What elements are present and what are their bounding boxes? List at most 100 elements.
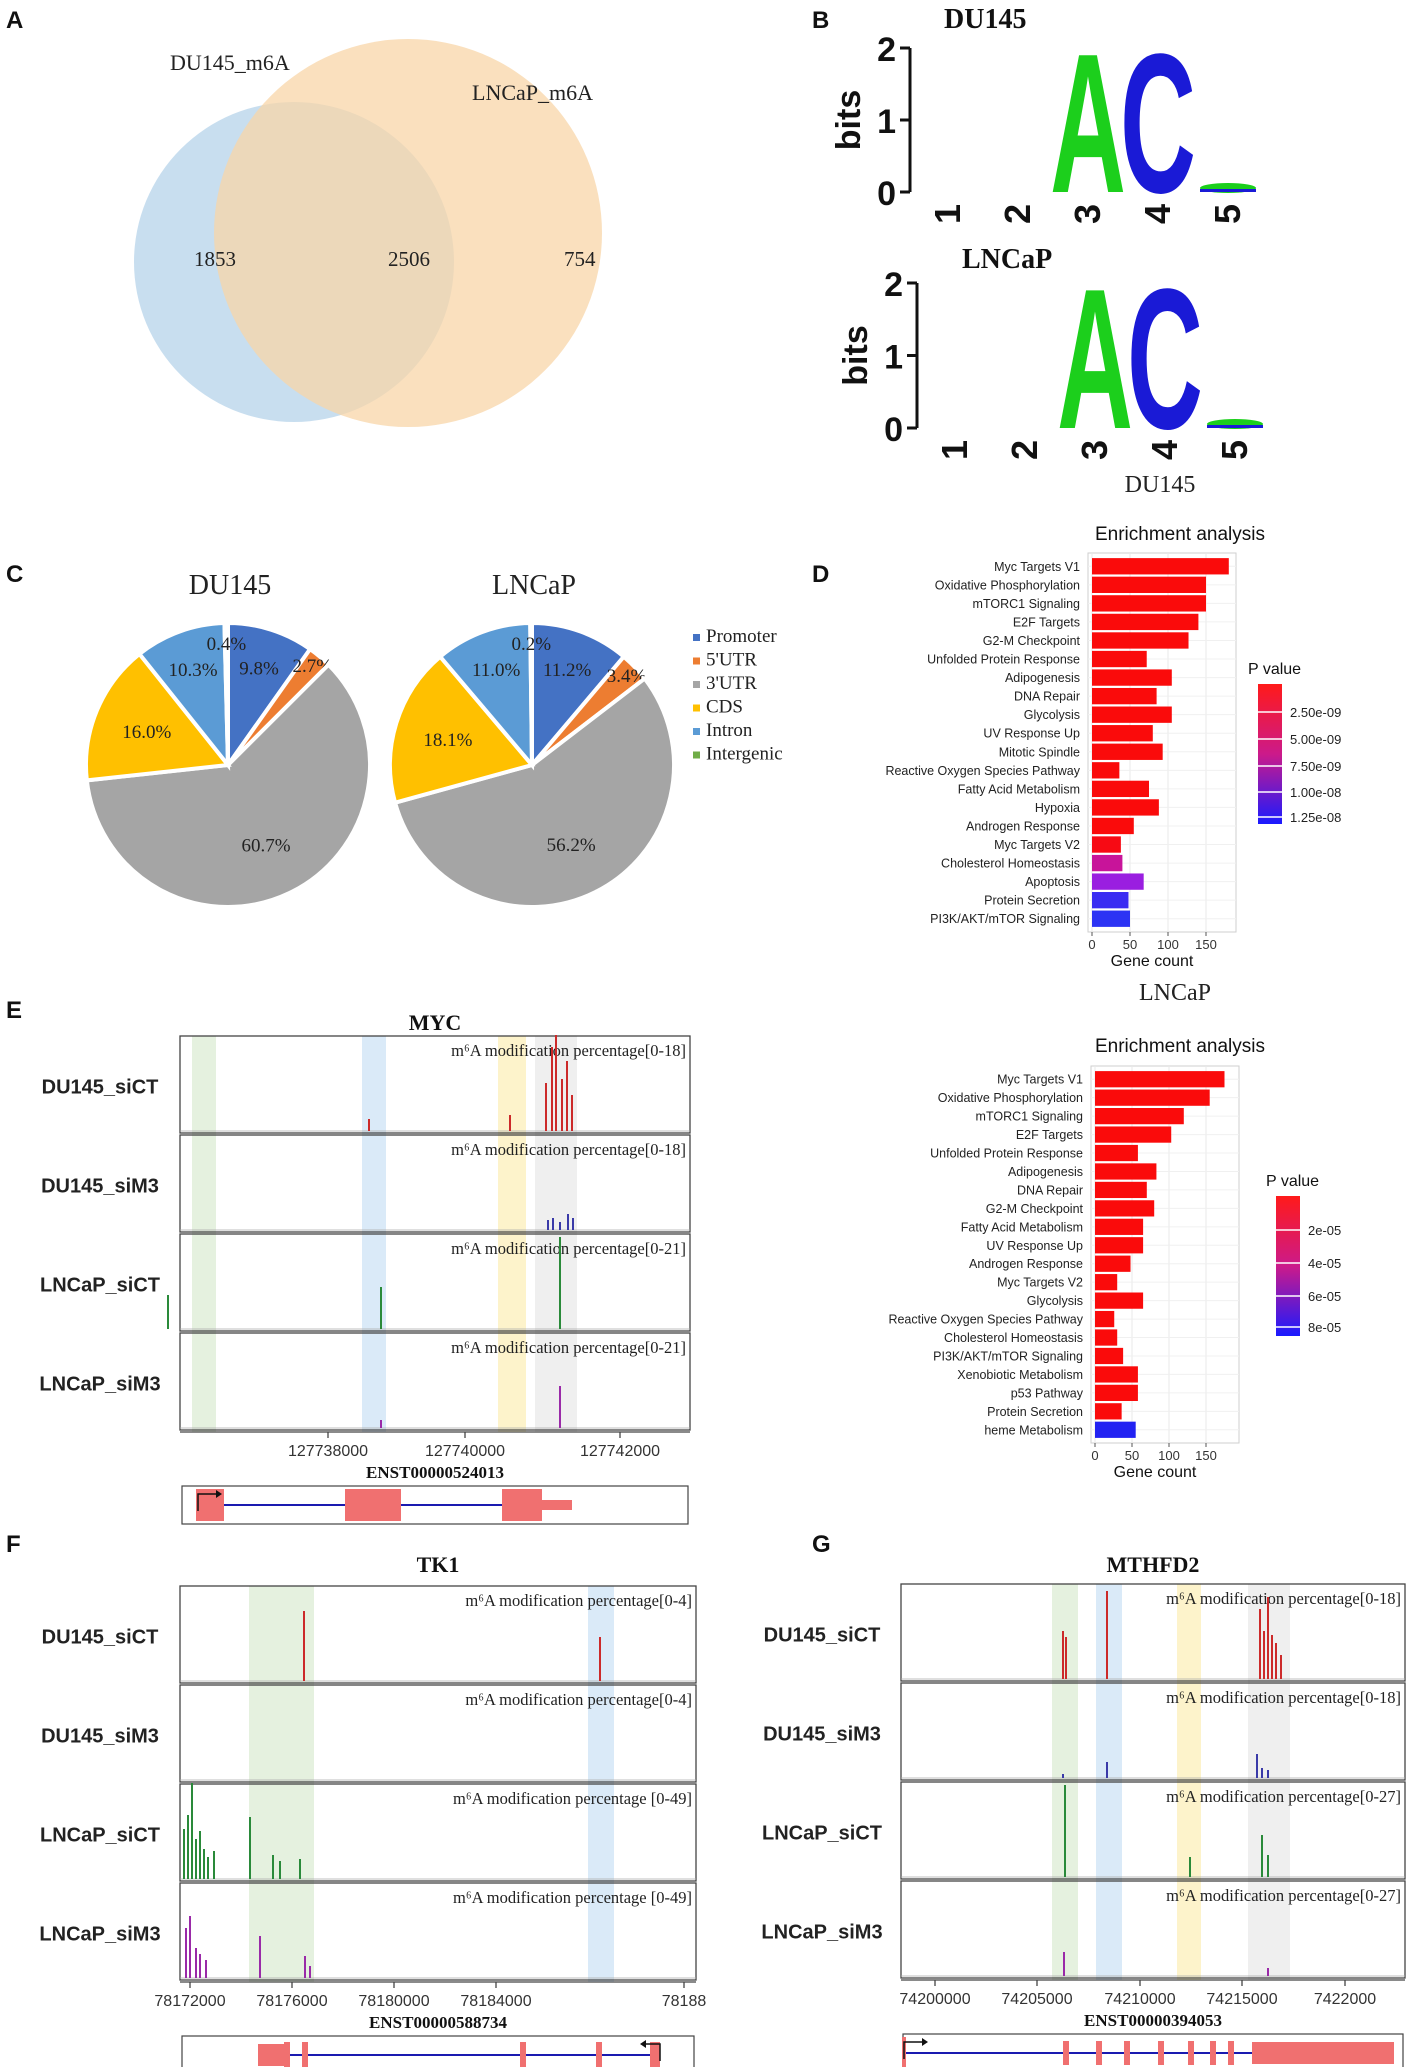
track-range-label: m⁶A modification percentage[0-18] — [451, 1140, 686, 1159]
logo-y-label: bits — [837, 325, 875, 385]
enrich-title: Enrichment analysis — [1095, 1036, 1265, 1057]
enrich-bar — [1092, 669, 1172, 686]
panel-letter-F: F — [6, 1531, 21, 1558]
gene-model-tss-arrow — [197, 1493, 216, 1511]
track-sample-name: LNCaP_siM3 — [761, 1922, 882, 1944]
track-range-label: m⁶A modification percentage[0-18] — [451, 1041, 686, 1060]
track-sample-name: DU145_siM3 — [41, 1726, 159, 1748]
enrich-x-label: Gene count — [1111, 953, 1194, 970]
enrich-legend-title: P value — [1248, 661, 1301, 678]
enrich-legend-colorbar — [1258, 684, 1282, 824]
venn-label-du145: DU145_m6A — [170, 50, 290, 75]
track-transcript-id: ENST00000394053 — [1084, 2011, 1222, 2030]
gene-model-exon — [345, 1489, 401, 1521]
logo-title: LNCaP — [962, 244, 1052, 275]
track-xtick-label: 78184000 — [460, 1993, 531, 2010]
track-frame — [900, 1682, 1406, 1781]
track-sample-name: LNCaP_siM3 — [39, 1374, 160, 1396]
gene-model-tss-arrowhead — [216, 1490, 222, 1498]
track-xtick-label: 78188 — [662, 1993, 707, 2010]
venn-count-lncap: 754 — [564, 247, 596, 271]
enrich-bar — [1092, 762, 1120, 779]
venn-count-overlap: 2506 — [388, 247, 430, 271]
panel-letter-E: E — [6, 997, 22, 1024]
enrich-category-label: Cholesterol Homeostasis — [944, 1331, 1083, 1345]
track-frame — [179, 1783, 697, 1882]
gene-model-exon — [1124, 2041, 1130, 2065]
track-sample-name: DU145_siCT — [42, 1077, 159, 1099]
track-xtick-label: 74205000 — [1001, 1991, 1072, 2008]
enrich-category-label: Cholesterol Homeostasis — [941, 857, 1080, 871]
logo-position-label: 4 — [1144, 440, 1185, 460]
track-gene-title: TK1 — [417, 1552, 460, 1577]
pie-slice-label: 9.8% — [239, 659, 279, 680]
logo-position-label: 4 — [1137, 204, 1178, 224]
enrich-category-label: Apoptosis — [1025, 875, 1080, 889]
enrich-bar — [1095, 1292, 1144, 1309]
gene-model-tss-arrow — [903, 2041, 922, 2059]
enrich-xtick-label: 50 — [1125, 1448, 1139, 1463]
logo-position-label: 3 — [1067, 204, 1108, 224]
enrich-category-label: Myc Targets V1 — [997, 1073, 1083, 1087]
track-sample-name: DU145_siCT — [42, 1627, 159, 1649]
pie-slice-Promoter — [530, 620, 627, 771]
enrich-bar — [1092, 632, 1189, 649]
pie-slice-label: 0.2% — [511, 634, 551, 655]
pie-slice-label: 56.2% — [547, 835, 596, 856]
track-range-label: m⁶A modification percentage[0-27] — [1166, 1886, 1401, 1905]
track-xtick-label: 127738000 — [288, 1443, 368, 1460]
enrich-category-label: G2-M Checkpoint — [983, 634, 1081, 648]
gene-model-exon — [1228, 2041, 1234, 2065]
enrich-bar — [1095, 1108, 1184, 1125]
track-xtick-label: 78172000 — [154, 1993, 225, 2010]
track-frame — [900, 1781, 1406, 1880]
pie-legend-swatch — [693, 728, 700, 735]
enrich-bar — [1092, 910, 1130, 927]
enrich-bar — [1095, 1218, 1144, 1235]
gene-model-exon — [596, 2042, 602, 2067]
enrich-category-label: Glycolysis — [1024, 708, 1080, 722]
panel-letter-G: G — [812, 1531, 831, 1558]
enrich-legend-label: 2.50e-09 — [1290, 705, 1341, 720]
enrich-bar — [1092, 743, 1163, 760]
pie-slice-CDS — [84, 651, 232, 783]
logo-position-label: 3 — [1074, 440, 1115, 460]
gene-model-exon — [1252, 2042, 1394, 2064]
enrich-category-label: Mitotic Spindle — [999, 745, 1080, 759]
track-sample-name: LNCaP_siCT — [40, 1825, 160, 1847]
enrich-category-label: PI3K/AKT/mTOR Signaling — [930, 912, 1080, 926]
logo-position-label: 2 — [1004, 440, 1045, 460]
pie-legend-swatch — [693, 657, 700, 665]
logo-letter-C: C — [1120, 12, 1196, 235]
venn-circle-lncap — [214, 39, 602, 427]
enrich-legend-label: 4e-05 — [1308, 1256, 1341, 1271]
pie-legend-label: Promoter — [706, 626, 777, 647]
pie-legend-swatch — [693, 681, 700, 688]
track-sample-name: DU145_siCT — [764, 1625, 881, 1647]
logo-footer-caption: DU145 — [1125, 472, 1196, 498]
track-frame — [179, 1882, 697, 1981]
pie-title: DU145 — [189, 570, 271, 601]
enrich-legend-label: 6e-05 — [1308, 1289, 1341, 1304]
pie-title: LNCaP — [492, 570, 576, 601]
enrich-category-label: Hypoxia — [1035, 801, 1080, 815]
enrich-bar — [1095, 1384, 1138, 1401]
track-frame — [179, 1233, 691, 1332]
track-frame — [900, 1583, 1406, 1682]
gene-model-exon — [302, 2042, 308, 2067]
enrich-bar — [1095, 1163, 1157, 1180]
enrich-category-label: Fatty Acid Metabolism — [961, 1220, 1083, 1234]
logo-letter-A: A — [1057, 246, 1133, 470]
logo-letter-C: C — [1127, 246, 1203, 470]
pie-slice-label: 10.3% — [168, 660, 217, 681]
enrich-category-label: Adipogenesis — [1008, 1165, 1083, 1179]
enrich-bar — [1095, 1274, 1118, 1291]
panel-letter-C: C — [6, 561, 23, 588]
pie-slice-label: 18.1% — [423, 730, 472, 751]
enrich-legend-label: 7.50e-09 — [1290, 759, 1341, 774]
enrich-xtick-label: 100 — [1157, 937, 1179, 952]
enrich-category-label: Fatty Acid Metabolism — [958, 782, 1080, 796]
pie-slice-label: 0.4% — [207, 634, 247, 655]
enrich-bar — [1092, 836, 1121, 853]
